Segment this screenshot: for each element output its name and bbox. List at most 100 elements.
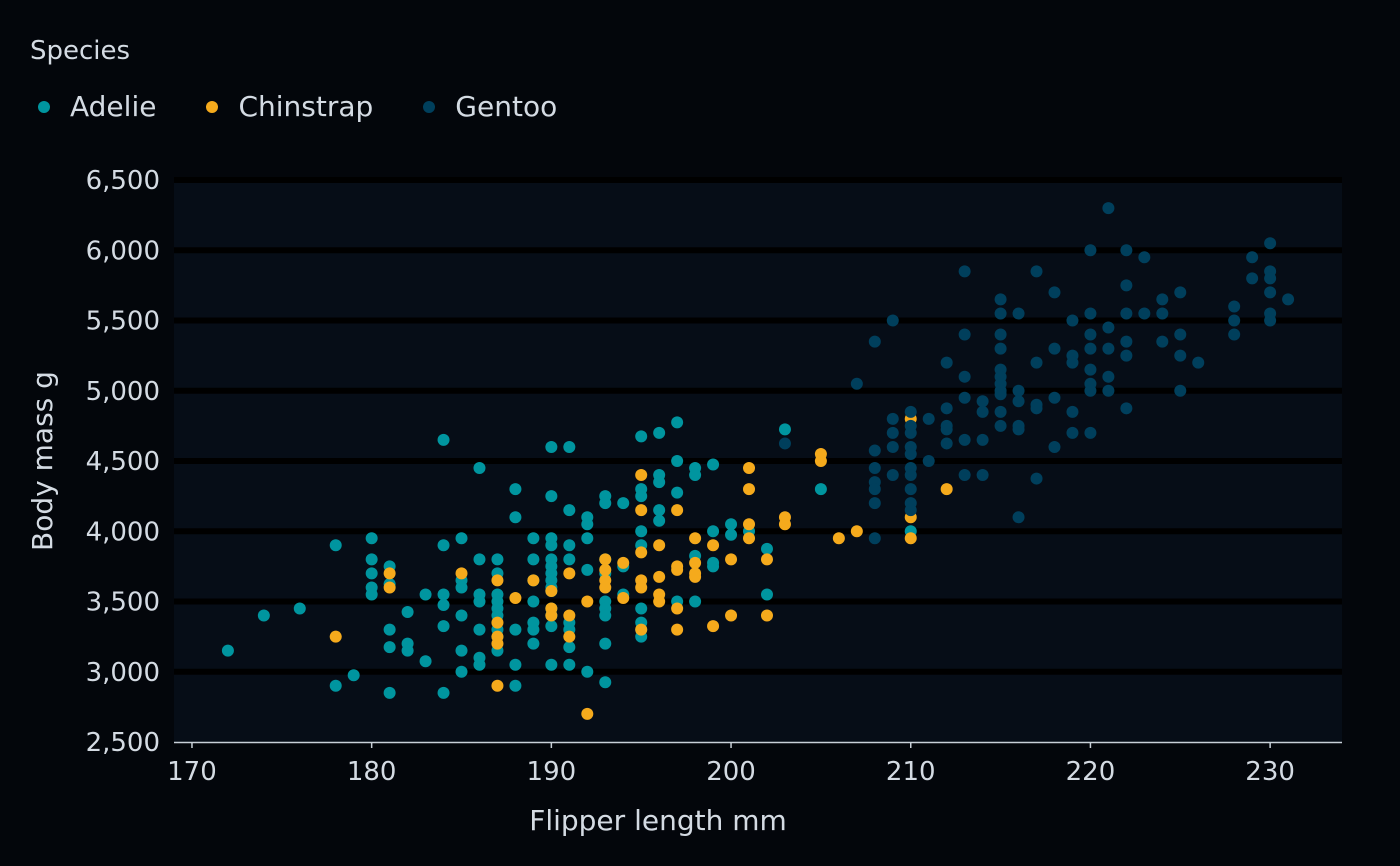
point-chinstrap xyxy=(671,563,684,576)
point-gentoo xyxy=(1048,391,1061,404)
point-chinstrap xyxy=(563,630,576,643)
point-adelie xyxy=(545,620,558,633)
point-adelie xyxy=(455,532,468,545)
point-adelie xyxy=(707,458,720,471)
point-gentoo xyxy=(850,377,863,390)
point-adelie xyxy=(778,423,791,436)
point-adelie xyxy=(725,518,738,531)
point-adelie xyxy=(563,553,576,566)
point-gentoo xyxy=(994,405,1007,418)
y-tick-label: 4,500 xyxy=(86,447,160,477)
point-gentoo xyxy=(904,469,917,482)
point-gentoo xyxy=(904,426,917,439)
point-gentoo xyxy=(1084,328,1097,341)
point-gentoo xyxy=(1120,349,1133,362)
point-gentoo xyxy=(1120,402,1133,415)
point-gentoo xyxy=(940,356,953,369)
point-gentoo xyxy=(1030,402,1043,415)
point-gentoo xyxy=(886,412,899,425)
point-adelie xyxy=(671,416,684,429)
point-gentoo xyxy=(1228,314,1241,327)
point-chinstrap xyxy=(760,609,773,622)
point-gentoo xyxy=(904,504,917,517)
point-adelie xyxy=(635,490,648,503)
point-adelie xyxy=(473,553,486,566)
legend-label-chinstrap: Chinstrap xyxy=(238,90,374,123)
point-gentoo xyxy=(1084,307,1097,320)
point-chinstrap xyxy=(671,623,684,636)
point-chinstrap xyxy=(671,504,684,517)
point-adelie xyxy=(383,686,396,699)
point-gentoo xyxy=(868,483,881,496)
point-adelie xyxy=(527,623,540,636)
point-adelie xyxy=(689,595,702,608)
point-chinstrap xyxy=(653,595,666,608)
point-gentoo xyxy=(1174,384,1187,397)
point-chinstrap xyxy=(599,553,612,566)
point-adelie xyxy=(653,426,666,439)
point-chinstrap xyxy=(832,532,845,545)
point-adelie xyxy=(707,560,720,573)
point-gentoo xyxy=(1012,395,1025,408)
point-adelie xyxy=(509,658,522,671)
point-gentoo xyxy=(1012,423,1025,436)
point-chinstrap xyxy=(904,532,917,545)
point-gentoo xyxy=(886,314,899,327)
point-adelie xyxy=(455,609,468,622)
point-adelie xyxy=(437,588,450,601)
y-tick-label: 6,500 xyxy=(86,166,160,196)
point-gentoo xyxy=(1156,307,1169,320)
point-adelie xyxy=(617,497,630,510)
legend-item-adelie[interactable]: Adelie xyxy=(30,90,156,123)
legend-item-chinstrap[interactable]: Chinstrap xyxy=(198,90,373,123)
y-tick-label: 2,500 xyxy=(86,728,160,758)
x-tick-label: 210 xyxy=(886,757,936,787)
point-gentoo xyxy=(904,483,917,496)
point-adelie xyxy=(293,602,306,615)
point-gentoo xyxy=(994,342,1007,355)
point-gentoo xyxy=(1174,286,1187,299)
point-gentoo xyxy=(994,293,1007,306)
point-adelie xyxy=(383,641,396,654)
point-gentoo xyxy=(958,265,971,278)
legend-marker-chinstrap xyxy=(206,100,219,113)
point-gentoo xyxy=(778,437,791,450)
point-adelie xyxy=(221,644,234,657)
point-chinstrap xyxy=(653,570,666,583)
point-gentoo xyxy=(1084,426,1097,439)
legend-item-gentoo[interactable]: Gentoo xyxy=(415,90,557,123)
point-chinstrap xyxy=(491,637,504,650)
point-gentoo xyxy=(976,405,989,418)
point-chinstrap xyxy=(545,609,558,622)
point-adelie xyxy=(545,539,558,552)
point-adelie xyxy=(419,655,432,668)
point-gentoo xyxy=(1138,307,1151,320)
point-chinstrap xyxy=(689,570,702,583)
point-gentoo xyxy=(1156,293,1169,306)
x-axis-title: Flipper length mm xyxy=(529,804,787,837)
point-gentoo xyxy=(1084,244,1097,257)
point-adelie xyxy=(383,623,396,636)
point-adelie xyxy=(419,588,432,601)
x-tick-label: 220 xyxy=(1066,757,1116,787)
point-gentoo xyxy=(1030,472,1043,485)
point-chinstrap xyxy=(689,532,702,545)
point-adelie xyxy=(329,679,342,692)
x-tick-label: 180 xyxy=(347,757,397,787)
point-adelie xyxy=(581,518,594,531)
point-gentoo xyxy=(868,335,881,348)
point-gentoo xyxy=(1066,314,1079,327)
point-gentoo xyxy=(958,328,971,341)
point-chinstrap xyxy=(707,539,720,552)
point-chinstrap xyxy=(491,616,504,629)
point-gentoo xyxy=(994,419,1007,432)
point-chinstrap xyxy=(491,574,504,587)
point-gentoo xyxy=(1084,342,1097,355)
point-adelie xyxy=(635,602,648,615)
x-tick-label: 170 xyxy=(167,757,217,787)
point-adelie xyxy=(563,641,576,654)
point-chinstrap xyxy=(635,581,648,594)
point-adelie xyxy=(814,483,827,496)
y-tick-label: 4,000 xyxy=(86,517,160,547)
point-gentoo xyxy=(940,402,953,415)
